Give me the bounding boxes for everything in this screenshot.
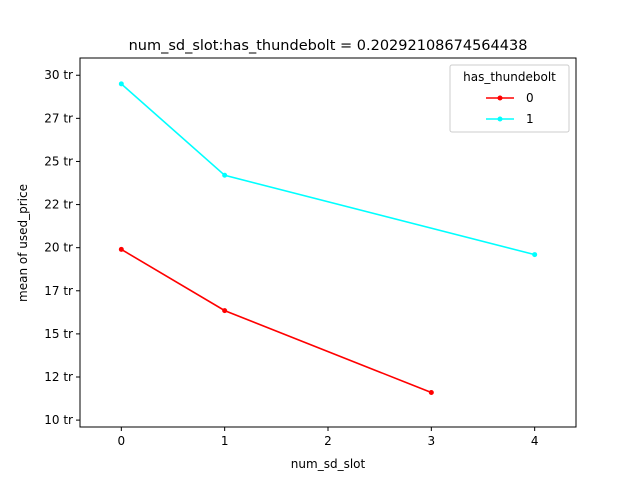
legend-title: has_thundebolt (463, 70, 556, 84)
legend-label: 1 (526, 112, 534, 126)
legend-marker (497, 95, 503, 101)
legend-label: 0 (526, 91, 534, 105)
y-tick-label: 25 tr (44, 154, 73, 168)
legend-item-0: 0 (486, 91, 534, 105)
y-tick-label: 17 tr (44, 284, 73, 298)
x-tick-label: 3 (428, 434, 436, 448)
legend-marker (497, 116, 503, 122)
series-0 (118, 246, 434, 396)
series-1 (118, 81, 538, 258)
chart-title: num_sd_slot:has_thundebolt = 0.202921086… (129, 38, 528, 54)
data-point (118, 246, 124, 252)
legend-items: 01 (486, 91, 534, 126)
y-axis: 10 tr 12 tr 15 tr 17 tr 20 tr 22 tr 25 tr 27 tr… (44, 68, 80, 427)
data-point (118, 81, 124, 87)
legend: has_thundebolt 01 (449, 64, 570, 133)
y-tick-label: 10 tr (44, 413, 73, 427)
data-point (532, 252, 538, 258)
data-point (222, 308, 228, 314)
series-layer (118, 81, 538, 396)
x-tick-label: 4 (531, 434, 539, 448)
data-point (428, 390, 434, 396)
x-tick-label: 0 (118, 434, 126, 448)
y-axis-title: mean of used_price (16, 184, 30, 302)
y-tick-label: 22 tr (44, 198, 73, 212)
y-tick-label: 27 tr (44, 111, 73, 125)
y-tick-label: 30 tr (44, 68, 73, 82)
x-axis: 0 1 2 3 4 (118, 427, 539, 448)
x-axis-title: num_sd_slot (291, 457, 366, 471)
legend-item-1: 1 (486, 112, 534, 126)
y-tick-label: 15 tr (44, 327, 73, 341)
x-tick-label: 2 (324, 434, 332, 448)
y-tick-label: 12 tr (44, 370, 73, 384)
x-tick-label: 1 (221, 434, 229, 448)
y-tick-label: 20 tr (44, 241, 73, 255)
data-point (222, 172, 228, 178)
